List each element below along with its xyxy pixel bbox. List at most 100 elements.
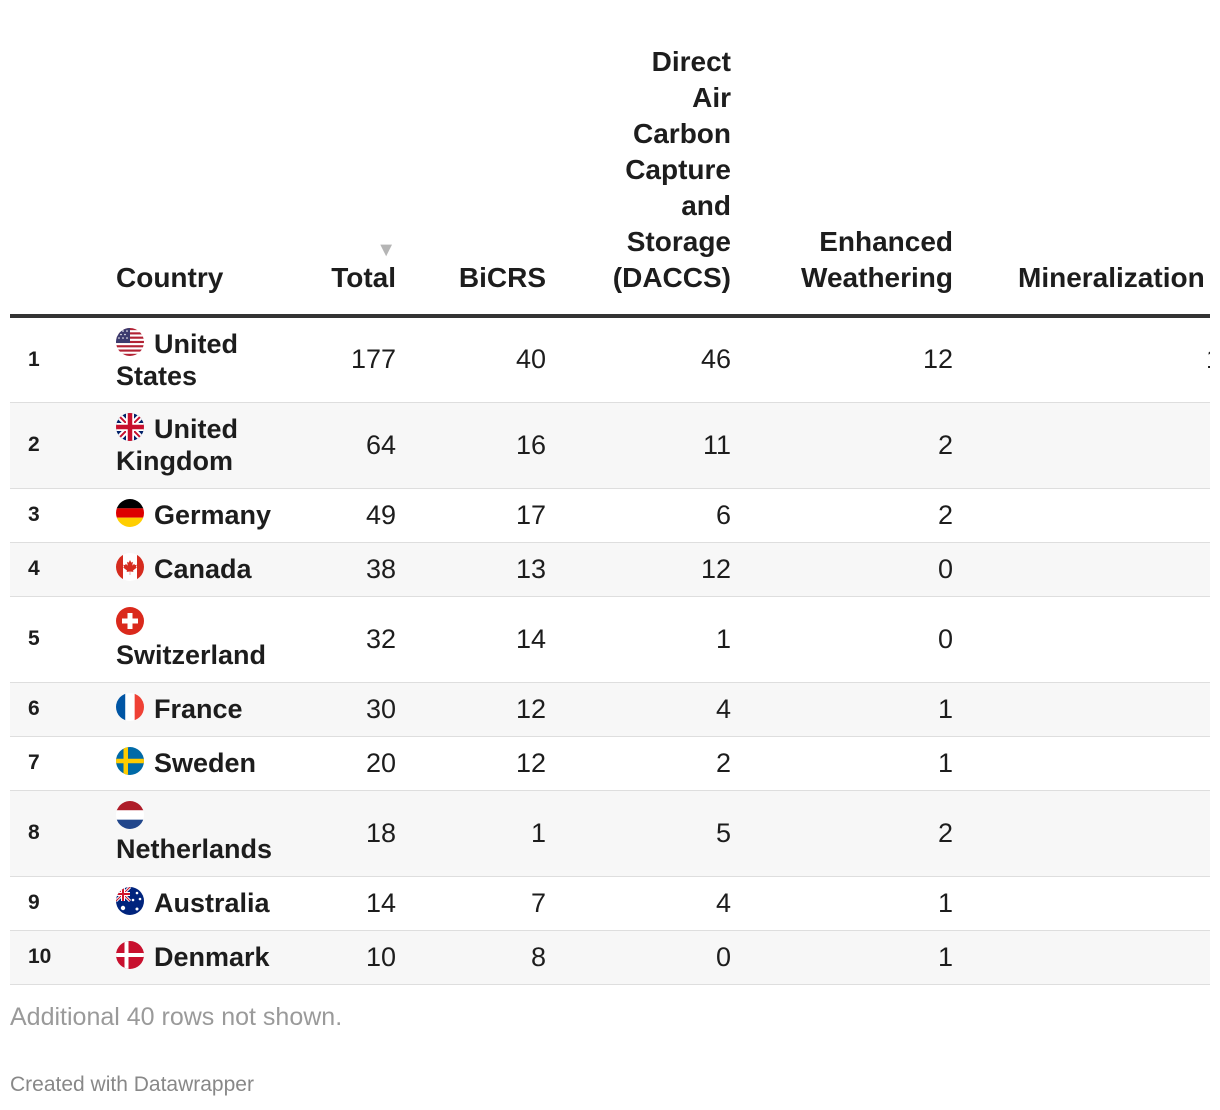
bicrs-cell: 40	[515, 344, 546, 375]
country-name: Canada	[154, 554, 252, 584]
mineralization-column-header[interactable]: Mineralization	[959, 0, 1210, 318]
country-name: Sweden	[154, 748, 257, 778]
enhanced-weathering-cell: 1	[937, 941, 953, 972]
bicrs-cell: 12	[515, 747, 546, 778]
country-cell: United Kingdom	[110, 402, 290, 488]
mineralization-cell: 7	[959, 542, 1210, 596]
rank-cell: 4	[28, 557, 40, 580]
country-name: United Kingdom	[116, 414, 238, 476]
mineralization-cell: 3	[959, 682, 1210, 736]
country-name: Denmark	[154, 942, 270, 972]
country-cell: Canada	[110, 542, 290, 596]
country-name: Germany	[154, 500, 272, 530]
total-cell: 32	[365, 623, 396, 654]
daccs-cell: 12	[700, 553, 731, 584]
bicrs-cell: 8	[530, 941, 546, 972]
rank-cell: 10	[28, 945, 52, 968]
total-cell: 10	[365, 941, 396, 972]
uk-flag-icon	[116, 413, 144, 441]
rank-cell: 6	[28, 697, 40, 720]
table-row: 4 Canada 38 13 12 07	[10, 542, 1210, 596]
country-column-header[interactable]: Country	[110, 0, 290, 318]
table-row: 8 Netherlands 18 1 5 20	[10, 790, 1210, 876]
rank-cell: 2	[28, 433, 40, 456]
table-viewport: Country ▼ Total BiCRS Direct Air Carbon C…	[10, 0, 1210, 990]
bicrs-cell: 7	[530, 887, 546, 918]
country-cell: United States	[110, 316, 290, 402]
rank-cell: 1	[28, 347, 40, 371]
rank-cell: 9	[28, 891, 40, 914]
enhanced-weathering-cell: 2	[937, 429, 953, 460]
bicrs-cell: 17	[515, 499, 546, 530]
header-row: Country ▼ Total BiCRS Direct Air Carbon C…	[10, 0, 1210, 318]
rows-not-shown-note: Additional 40 rows not shown.	[10, 1003, 343, 1031]
rank-cell: 5	[28, 627, 40, 650]
total-column-header[interactable]: ▼ Total	[290, 0, 402, 318]
total-cell: 64	[365, 429, 396, 460]
germany-flag-icon	[116, 499, 144, 527]
daccs-cell: 5	[715, 817, 731, 848]
enhanced-weathering-cell: 2	[937, 499, 953, 530]
enhanced-weathering-cell: 1	[937, 887, 953, 918]
bicrs-column-header[interactable]: BiCRS	[402, 0, 552, 318]
bicrs-cell: 14	[515, 623, 546, 654]
us-flag-icon	[116, 327, 144, 356]
total-cell: 30	[365, 693, 396, 724]
denmark-flag-icon	[116, 941, 144, 969]
enhanced-weathering-cell: 1	[937, 747, 953, 778]
country-cell: Germany	[110, 488, 290, 542]
total-cell: 177	[350, 344, 396, 375]
rank-cell: 7	[28, 751, 40, 774]
data-table: Country ▼ Total BiCRS Direct Air Carbon C…	[10, 0, 1210, 985]
enhanced-weathering-column-header[interactable]: Enhanced Weathering	[737, 0, 959, 318]
rank-cell: 3	[28, 503, 40, 526]
bicrs-cell: 12	[515, 693, 546, 724]
daccs-cell: 6	[715, 499, 731, 530]
table-row: 5Switzerland3214101	[10, 596, 1210, 682]
table-row: 6 France 30 12 4 13	[10, 682, 1210, 736]
france-flag-icon	[116, 693, 144, 721]
table-row: 10Denmark108010	[10, 930, 1210, 984]
enhanced-weathering-cell: 0	[937, 553, 953, 584]
country-cell: Australia	[110, 876, 290, 930]
total-cell: 49	[365, 499, 396, 530]
table-row: 1 United States 177 40 46 1213	[10, 316, 1210, 402]
country-cell: Switzerland	[110, 596, 290, 682]
mineralization-cell: 4	[959, 402, 1210, 488]
table-row: 3 Germany 49 17 6 22	[10, 488, 1210, 542]
daccs-cell: 4	[715, 693, 731, 724]
daccs-cell: 46	[700, 344, 731, 375]
switzerland-flag-icon	[116, 607, 144, 635]
total-cell: 38	[365, 553, 396, 584]
country-cell: Netherlands	[110, 790, 290, 876]
mineralization-cell: 13	[959, 316, 1210, 402]
table-row: 7 Sweden 20 12 2 10	[10, 736, 1210, 790]
enhanced-weathering-cell: 12	[922, 344, 953, 375]
mineralization-cell: 2	[959, 488, 1210, 542]
canada-flag-icon	[116, 553, 144, 581]
bicrs-cell: 13	[515, 553, 546, 584]
country-cell: Sweden	[110, 736, 290, 790]
australia-flag-icon	[116, 887, 144, 915]
daccs-column-header[interactable]: Direct Air Carbon Capture and Storage (D…	[552, 0, 737, 318]
daccs-cell: 4	[715, 887, 731, 918]
total-cell: 18	[365, 817, 396, 848]
daccs-cell: 0	[715, 941, 731, 972]
mineralization-cell: 1	[959, 876, 1210, 930]
total-cell: 20	[365, 747, 396, 778]
country-name: Netherlands	[116, 834, 273, 864]
enhanced-weathering-cell: 2	[937, 817, 953, 848]
country-name: United States	[116, 328, 238, 391]
bicrs-cell: 16	[515, 429, 546, 460]
mineralization-cell: 0	[959, 930, 1210, 984]
datawrapper-credit: Created with Datawrapper	[10, 1073, 254, 1096]
country-cell: France	[110, 682, 290, 736]
daccs-cell: 2	[715, 747, 731, 778]
rank-cell: 8	[28, 821, 40, 844]
mineralization-cell: 0	[959, 790, 1210, 876]
table-row: 9 Australia 14 7 4 11	[10, 876, 1210, 930]
country-name: Switzerland	[116, 640, 267, 670]
country-cell: Denmark	[110, 930, 290, 984]
daccs-cell: 11	[702, 429, 731, 460]
